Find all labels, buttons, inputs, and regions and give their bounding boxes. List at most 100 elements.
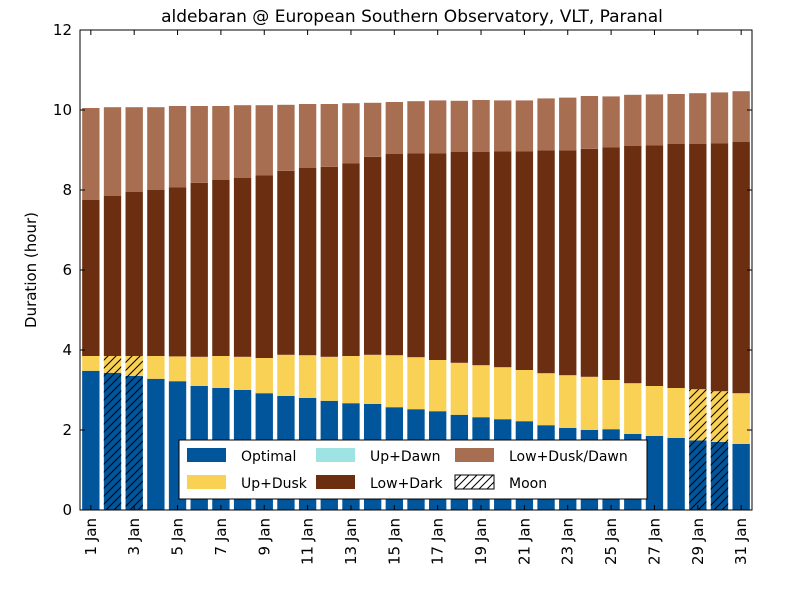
bar-low-dusk-dawn-23-jan <box>559 97 577 151</box>
bar-up-dusk-25-jan <box>602 380 620 430</box>
bar-low-dusk-dawn-25-jan <box>602 96 620 148</box>
x-tick-label: 19 Jan <box>472 518 490 565</box>
bar-low-dusk-dawn-29-jan <box>689 93 707 144</box>
bar-low-dusk-dawn-13-jan <box>342 103 360 164</box>
bar-up-dusk-31-jan <box>732 393 750 444</box>
moon-hatch-2-jan <box>103 356 122 510</box>
x-tick-label: 27 Jan <box>645 518 663 565</box>
bar-up-dusk-4-jan <box>147 356 165 379</box>
legend-swatch-up-dusk <box>187 475 226 489</box>
bar-up-dusk-9-jan <box>255 358 273 394</box>
y-tick-label: 6 <box>62 261 72 279</box>
bar-low-dusk-dawn-11-jan <box>298 104 317 168</box>
bar-low-dusk-dawn-7-jan <box>212 106 230 180</box>
y-tick-label: 8 <box>62 181 72 199</box>
bar-low-dark-29-jan <box>689 144 707 390</box>
bar-low-dark-7-jan <box>212 180 230 356</box>
bar-low-dark-8-jan <box>233 178 252 357</box>
bar-low-dark-18-jan <box>450 152 469 363</box>
x-tick-label: 29 Jan <box>689 518 707 565</box>
bar-low-dark-31-jan <box>732 142 750 394</box>
bar-low-dusk-dawn-16-jan <box>407 101 425 154</box>
y-tick-label: 12 <box>53 21 72 39</box>
bar-low-dusk-dawn-2-jan <box>103 107 122 196</box>
x-tick-label: 13 Jan <box>342 518 360 565</box>
bar-low-dark-15-jan <box>385 154 403 356</box>
bar-up-dusk-26-jan <box>624 383 642 434</box>
x-tick-label: 7 Jan <box>212 518 230 555</box>
bar-low-dusk-dawn-28-jan <box>667 94 685 144</box>
moon-hatch-3-jan <box>125 356 143 510</box>
bar-up-dusk-20-jan <box>494 367 512 420</box>
bar-low-dark-3-jan <box>125 192 143 356</box>
bar-low-dark-2-jan <box>103 196 122 356</box>
bar-up-dusk-14-jan <box>363 354 382 404</box>
legend-swatch-up-dawn <box>316 448 355 462</box>
bar-optimal-1-jan <box>82 370 100 510</box>
legend-label-moon: Moon <box>509 476 547 492</box>
bar-low-dark-23-jan <box>559 150 577 376</box>
bar-low-dusk-dawn-14-jan <box>363 102 382 157</box>
legend-swatch-optimal <box>187 448 226 462</box>
bar-up-dusk-8-jan <box>233 356 252 390</box>
bar-low-dusk-dawn-20-jan <box>494 100 512 152</box>
x-tick-label: 17 Jan <box>429 518 447 565</box>
bar-low-dusk-dawn-9-jan <box>255 105 273 176</box>
bar-low-dusk-dawn-22-jan <box>537 98 555 151</box>
bar-low-dark-13-jan <box>342 163 360 356</box>
x-tick-label: 23 Jan <box>559 518 577 565</box>
bar-optimal-28-jan <box>667 438 685 510</box>
bar-up-dusk-23-jan <box>559 375 577 428</box>
x-tick-label: 1 Jan <box>82 518 100 555</box>
bar-low-dusk-dawn-5-jan <box>168 106 187 188</box>
bar-low-dark-26-jan <box>624 146 642 384</box>
bar-low-dark-1-jan <box>82 200 100 356</box>
bar-low-dusk-dawn-10-jan <box>277 104 295 171</box>
y-tick-label: 2 <box>62 421 72 439</box>
x-tick-label: 25 Jan <box>602 518 620 565</box>
bar-up-dusk-11-jan <box>298 355 317 398</box>
bar-up-dusk-10-jan <box>277 354 295 396</box>
x-tick-label: 9 Jan <box>255 518 273 555</box>
y-tick-label: 0 <box>62 501 72 519</box>
bar-up-dusk-15-jan <box>385 355 403 408</box>
axes-layer: 0 2 4 6 8 10 12 1 Jan 3 Jan 5 Jan 7 Jan 9 Jan 11 Jan… <box>53 21 753 565</box>
moon-hatch-29-jan <box>689 389 707 510</box>
bar-up-dusk-6-jan <box>190 356 208 386</box>
x-tick-label: 31 Jan <box>732 518 750 565</box>
bar-low-dark-12-jan <box>320 166 338 357</box>
bar-low-dark-9-jan <box>255 175 273 358</box>
bar-up-dusk-28-jan <box>667 388 685 438</box>
legend-label-low-dusk-dawn: Low+Dusk/Dawn <box>509 449 628 465</box>
bar-low-dark-24-jan <box>580 148 599 377</box>
bar-up-dusk-5-jan <box>168 356 187 382</box>
bar-low-dark-20-jan <box>494 151 512 368</box>
bar-up-dusk-18-jan <box>450 362 469 415</box>
legend-box <box>178 439 648 500</box>
bar-low-dusk-dawn-12-jan <box>320 104 338 167</box>
bar-low-dark-6-jan <box>190 182 208 357</box>
bar-low-dark-27-jan <box>645 145 664 386</box>
legend-swatch-low-dusk-dawn <box>455 448 494 462</box>
bar-low-dusk-dawn-1-jan <box>82 108 100 200</box>
bar-up-dusk-19-jan <box>472 365 490 418</box>
bar-low-dusk-dawn-6-jan <box>190 106 208 183</box>
legend-label-up-dusk: Up+Dusk <box>241 476 308 492</box>
legend-swatch-moon <box>454 474 495 490</box>
bar-up-dusk-12-jan <box>320 356 338 401</box>
bar-low-dark-22-jan <box>537 150 555 374</box>
legend-label-up-dawn: Up+Dawn <box>370 449 441 465</box>
legend-swatch-low-dark <box>316 475 355 489</box>
bar-up-dusk-24-jan <box>580 376 599 430</box>
bar-optimal-31-jan <box>732 444 750 510</box>
bar-low-dusk-dawn-27-jan <box>645 94 664 146</box>
bar-low-dark-11-jan <box>298 168 317 356</box>
y-axis-label: Duration (hour) <box>22 212 40 328</box>
bar-low-dusk-dawn-31-jan <box>732 91 750 142</box>
bar-optimal-27-jan <box>645 436 664 510</box>
bar-up-dusk-1-jan <box>82 356 100 371</box>
bar-up-dusk-27-jan <box>645 386 664 436</box>
bar-up-dusk-21-jan <box>515 370 534 422</box>
bar-low-dark-21-jan <box>515 151 534 370</box>
